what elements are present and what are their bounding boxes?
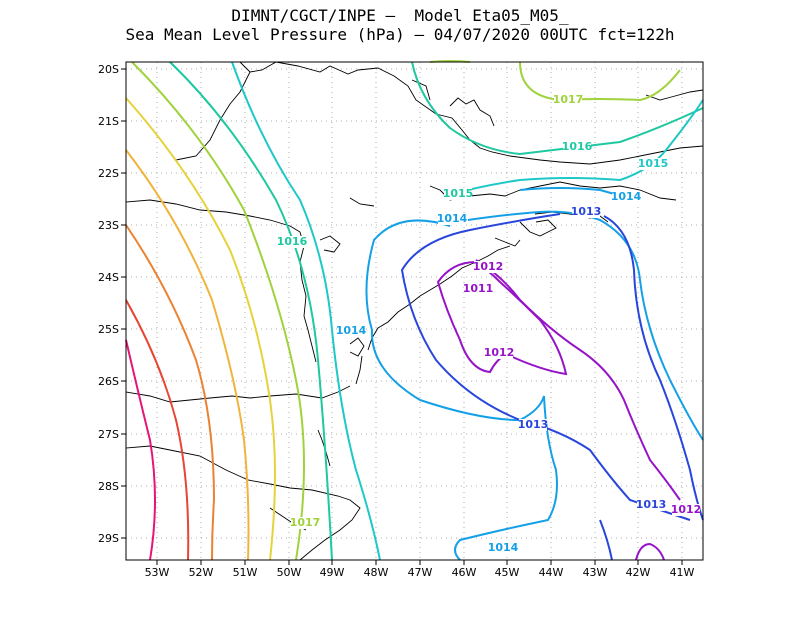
map-title: DIMNT/CGCT/INPE – Model Eta05_M05_ Sea M… xyxy=(0,6,800,44)
contour-label-group: 1017 1016 1015 1015 1014 1014 1016 1013 1012 1011… xyxy=(277,93,702,554)
contour-label-bg xyxy=(554,94,582,106)
contour-label: 1014 xyxy=(611,190,642,203)
contour-label: 1015 xyxy=(638,157,669,170)
contour-label: 1016 xyxy=(562,140,593,153)
lat-axis: 20S 21S 22S 23S 24S 25S 26S 27S 28S 29S xyxy=(98,63,119,545)
lon-label: 42W xyxy=(626,566,651,579)
lon-label: 51W xyxy=(233,566,258,579)
lon-label: 44W xyxy=(539,566,564,579)
lat-label: 20S xyxy=(98,63,119,76)
lat-label: 29S xyxy=(98,532,119,545)
title-line-2: Sea Mean Level Pressure (hPa) – 04/07/20… xyxy=(125,25,675,44)
contour-label: 1017 xyxy=(290,516,321,529)
contour-label: 1014 xyxy=(437,212,468,225)
lat-label: 27S xyxy=(98,428,119,441)
lon-label: 45W xyxy=(495,566,520,579)
lon-axis: 53W 52W 51W 50W 49W 48W 47W 46W 45W 44W … xyxy=(145,566,695,579)
contour-label: 1013 xyxy=(518,418,549,431)
lat-label: 23S xyxy=(98,219,119,232)
contour-label: 1015 xyxy=(443,187,474,200)
lat-label: 21S xyxy=(98,115,119,128)
lon-label: 41W xyxy=(670,566,695,579)
contour-label: 1012 xyxy=(484,346,515,359)
contour-label-bg xyxy=(612,191,640,203)
contour-label-bg xyxy=(474,261,502,273)
contour-label-bg xyxy=(489,542,517,554)
contour-label-bg xyxy=(291,517,319,529)
pressure-contours xyxy=(125,60,704,561)
title-line-1: DIMNT/CGCT/INPE – Model Eta05_M05_ xyxy=(231,6,569,25)
lat-label: 28S xyxy=(98,480,119,493)
lon-label: 53W xyxy=(145,566,170,579)
lon-label: 49W xyxy=(320,566,345,579)
axis-ticks xyxy=(121,68,683,565)
contour-label-bg xyxy=(637,499,665,511)
contour-label-bg xyxy=(572,206,600,218)
lon-label: 50W xyxy=(277,566,302,579)
lon-label: 43W xyxy=(583,566,608,579)
contour-label-bg xyxy=(464,283,492,295)
contour-label: 1016 xyxy=(277,235,308,248)
contour-label-bg xyxy=(519,419,547,431)
contour-label-bg xyxy=(563,141,591,153)
lat-label: 24S xyxy=(98,271,119,284)
contour-label: 1013 xyxy=(636,498,667,511)
lat-label: 26S xyxy=(98,375,119,388)
contour-label: 1011 xyxy=(463,282,494,295)
contour-label: 1012 xyxy=(671,503,702,516)
lon-label: 46W xyxy=(452,566,477,579)
contour-label-bg xyxy=(444,188,472,200)
lon-label: 48W xyxy=(364,566,389,579)
contour-label: 1014 xyxy=(488,541,519,554)
lat-label: 22S xyxy=(98,167,119,180)
lon-label: 52W xyxy=(189,566,214,579)
map-frame xyxy=(125,61,704,561)
lat-label: 25S xyxy=(98,323,119,336)
contour-label-bg xyxy=(485,347,513,359)
contour-label: 1017 xyxy=(553,93,584,106)
contour-label: 1013 xyxy=(571,205,602,218)
contour-label-bg xyxy=(672,504,700,516)
contour-label-bg xyxy=(278,236,306,248)
contour-label-bg xyxy=(438,213,466,225)
contour-label-bg xyxy=(337,325,365,337)
contour-label: 1012 xyxy=(473,260,504,273)
contour-label-bg xyxy=(639,158,667,170)
contour-label: 1014 xyxy=(336,324,367,337)
lon-label: 47W xyxy=(408,566,433,579)
